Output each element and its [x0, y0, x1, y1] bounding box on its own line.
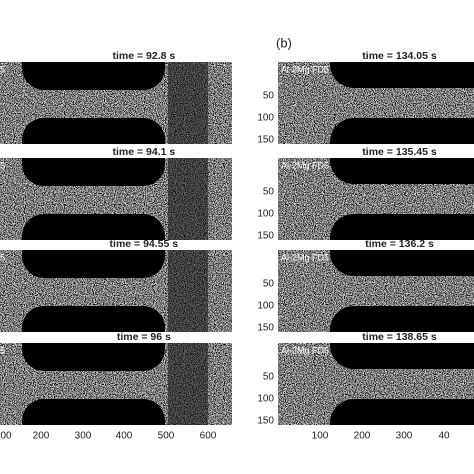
grip-top: [330, 158, 474, 184]
dark-band: [168, 343, 208, 425]
panel-title: time = 92.8 s: [112, 50, 175, 62]
y-tick-label: 100: [257, 301, 274, 312]
specimen-label: 5: [0, 160, 5, 170]
y-tick-label: 50: [263, 372, 275, 383]
panel-title: time = 94.55 s: [110, 238, 179, 250]
y-tick-label: 100: [257, 209, 274, 220]
image-panel: 5: [0, 250, 232, 332]
panel-title: time = 138.65 s: [362, 331, 437, 343]
specimen-label: Al-2Mg FD5: [281, 160, 329, 170]
specimen-label: 5: [0, 64, 5, 74]
x-tick-label: 00: [0, 431, 12, 442]
x-tick-label: 200: [354, 431, 371, 442]
grip-bottom: [22, 214, 165, 240]
image-panel: Al-2Mg FD5: [278, 250, 474, 332]
specimen-label: 5: [0, 345, 5, 355]
x-tick-label: 300: [396, 431, 413, 442]
panel-title: time = 96 s: [117, 331, 171, 343]
grip-top: [22, 158, 165, 186]
x-tick-label: 300: [75, 431, 92, 442]
dark-band: [168, 158, 208, 240]
grip-top: [330, 62, 474, 88]
y-tick-label: 50: [263, 91, 275, 102]
grip-bottom: [330, 306, 474, 332]
x-tick-label: 600: [200, 431, 217, 442]
grip-bottom: [22, 306, 165, 332]
y-tick-label: 150: [257, 323, 274, 334]
image-panel: 5: [0, 62, 232, 144]
grip-bottom: [330, 399, 474, 425]
image-panel: Al-2Mg FD5: [278, 62, 474, 144]
y-tick-label: 50: [263, 279, 275, 290]
y-tick-label: 100: [257, 394, 274, 405]
specimen-label: 5: [0, 252, 5, 262]
image-panel: 5: [0, 158, 232, 240]
grip-bottom: [330, 214, 474, 240]
y-tick-label: 150: [257, 416, 274, 427]
y-tick-label: 50: [263, 187, 275, 198]
panel-label: (b): [276, 35, 292, 50]
x-tick-label: 200: [33, 431, 50, 442]
grip-bottom: [22, 118, 165, 144]
grip-bottom: [330, 118, 474, 144]
specimen-label: Al-2Mg FD5: [281, 252, 329, 262]
y-tick-label: 150: [257, 231, 274, 242]
y-tick-label: 100: [257, 113, 274, 124]
grip-top: [330, 343, 474, 369]
grip-top: [22, 343, 165, 371]
specimen-label: Al-2Mg FD5: [281, 64, 329, 74]
grip-top: [22, 250, 165, 278]
image-panel: 5: [0, 343, 232, 425]
dark-band: [168, 62, 208, 144]
grip-top: [22, 62, 165, 90]
image-panel: Al-2Mg FD5: [278, 343, 474, 425]
dark-band: [168, 250, 208, 332]
x-tick-label: 500: [158, 431, 175, 442]
grip-bottom: [22, 399, 165, 425]
panel-title: time = 134.05 s: [362, 50, 437, 62]
y-tick-label: 150: [257, 135, 274, 146]
panel-title: time = 94.1 s: [112, 146, 175, 158]
x-tick-label: 400: [116, 431, 133, 442]
grip-top: [330, 250, 474, 276]
specimen-label: Al-2Mg FD5: [281, 345, 329, 355]
panel-title: time = 135.45 s: [362, 146, 437, 158]
x-tick-label: 40: [438, 431, 450, 442]
x-tick-label: 100: [312, 431, 329, 442]
panel-title: time = 136.2 s: [365, 238, 434, 250]
image-panel: Al-2Mg FD5: [278, 158, 474, 240]
